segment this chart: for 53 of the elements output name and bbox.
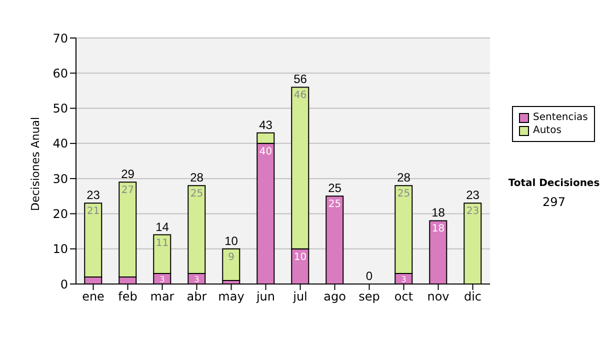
x-tick-label: ene [82,290,104,304]
data-label: 3 [401,275,406,284]
total-label: 14 [156,220,170,234]
data-label: 25 [328,199,342,210]
data-label: 21 [86,206,100,218]
x-tick-label: jul [292,290,308,304]
total-label: 0 [366,269,373,283]
data-label: 46 [294,90,307,102]
x-tick-label: ago [324,290,346,304]
total-label: 18 [432,206,446,220]
y-tick-label: 40 [52,136,68,151]
x-tick-label: sep [358,290,380,304]
y-tick-label: 50 [52,102,68,116]
x-tick-label: dic [464,290,482,304]
total-label: 23 [86,188,100,202]
x-tick-label: mar [150,290,174,304]
legend-label: Sentencias [533,111,588,124]
total-label: 29 [121,167,135,182]
y-tick-label: 30 [52,172,68,186]
data-label: 40 [259,146,272,158]
total-label: 28 [190,170,204,185]
total-label: 23 [466,188,480,202]
y-tick-label: 60 [52,66,68,80]
data-label: 27 [121,185,134,196]
x-tick-label: jun [255,290,276,304]
data-label: 9 [228,252,234,263]
total-label: 56 [294,72,308,86]
text: 297 [542,195,566,209]
data-label: 11 [156,238,169,249]
total-label: 10 [224,234,238,248]
total-label: 43 [259,118,273,132]
x-tick-label: abr [186,290,207,304]
data-label: 3 [194,275,200,284]
total-label: 28 [397,170,411,185]
x-tick-label: may [218,290,244,304]
x-tick-label: nov [427,290,450,304]
x-tick-label: feb [118,290,138,304]
y-tick-label: 10 [52,242,68,256]
y-tick-label: 70 [52,31,68,46]
data-label: 23 [466,206,480,218]
y-axis-title: Decisiones Anual [28,116,42,211]
total-label: 25 [328,181,342,196]
y-tick-label: 20 [52,206,68,221]
bar [222,248,240,281]
data-label: 10 [294,252,307,263]
y-tick-label: 0 [60,277,68,292]
data-label: 25 [397,188,410,200]
data-label: 25 [190,188,204,200]
data-label: 3 [160,275,165,284]
x-tick-label: oct [394,290,414,304]
data-label: 18 [432,224,445,235]
text: Total Decisiones [507,178,600,189]
legend-label: Autos [533,124,562,137]
